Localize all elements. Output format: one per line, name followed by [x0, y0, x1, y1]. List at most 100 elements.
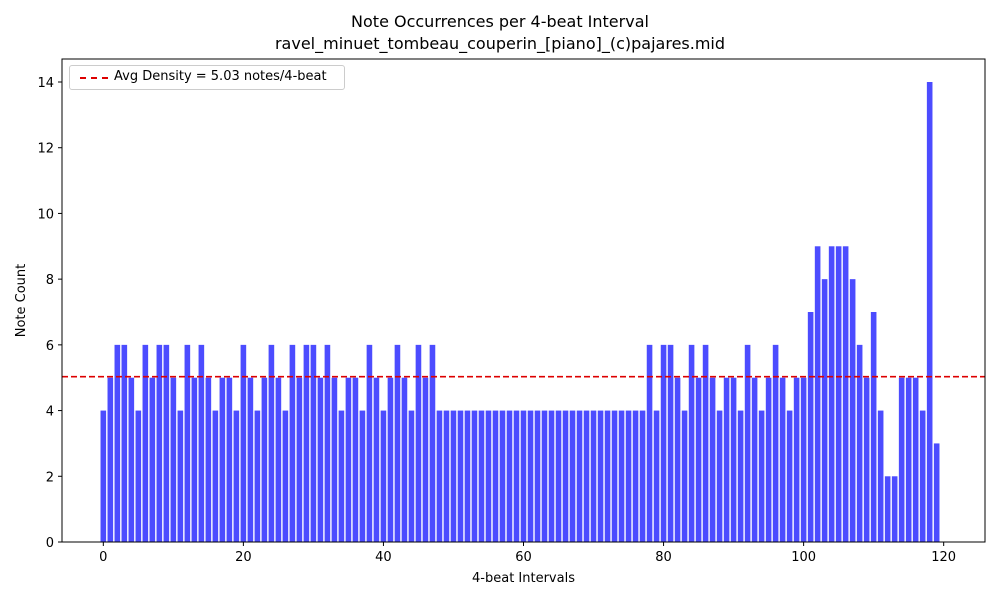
- bar-112: [884, 476, 891, 542]
- bar-45: [415, 344, 422, 542]
- bar-81: [667, 344, 674, 542]
- bar-84: [688, 344, 695, 542]
- bar-39: [373, 377, 380, 542]
- bar-52: [464, 410, 471, 542]
- bar-13: [191, 377, 198, 542]
- bar-14: [198, 344, 205, 542]
- bar-37: [359, 410, 366, 542]
- bar-50: [450, 410, 457, 542]
- bar-38: [366, 344, 373, 542]
- bar-70: [590, 410, 597, 542]
- bar-18: [226, 377, 233, 542]
- y-tick-label-4: 4: [46, 405, 54, 420]
- x-tick-label-100: 100: [791, 550, 816, 565]
- bar-5: [135, 410, 142, 542]
- x-tick-label-60: 60: [515, 550, 532, 565]
- bar-3: [121, 344, 128, 542]
- bar-9: [163, 344, 170, 542]
- bar-71: [597, 410, 604, 542]
- bar-72: [604, 410, 611, 542]
- bar-35: [345, 377, 352, 542]
- x-tick-label-20: 20: [235, 550, 252, 565]
- y-tick-label-14: 14: [37, 76, 54, 91]
- x-tick-label-120: 120: [931, 550, 956, 565]
- bar-98: [786, 410, 793, 542]
- bar-6: [142, 344, 149, 542]
- bar-56: [492, 410, 499, 542]
- bar-10: [170, 377, 177, 542]
- bar-101: [807, 312, 814, 542]
- bar-92: [744, 344, 751, 542]
- bar-28: [296, 377, 303, 542]
- legend-average-label: Avg Density = 5.03 notes/4-beat: [114, 69, 327, 84]
- bar-97: [779, 377, 786, 542]
- bar-102: [814, 246, 821, 543]
- bar-25: [275, 377, 282, 542]
- bar-82: [674, 377, 681, 542]
- bar-46: [422, 377, 429, 542]
- bar-115: [905, 377, 912, 542]
- bar-67: [569, 410, 576, 542]
- bar-51: [457, 410, 464, 542]
- bar-19: [233, 410, 240, 542]
- bar-78: [646, 344, 653, 542]
- bar-79: [653, 410, 660, 542]
- bar-83: [681, 410, 688, 542]
- bar-73: [611, 410, 618, 542]
- bar-110: [870, 312, 877, 542]
- bar-88: [716, 410, 723, 542]
- bar-32: [324, 344, 331, 542]
- bar-104: [828, 246, 835, 543]
- bar-30: [310, 344, 317, 542]
- y-tick-label-12: 12: [37, 142, 54, 157]
- y-tick-label-0: 0: [46, 536, 54, 551]
- bar-63: [541, 410, 548, 542]
- bar-54: [478, 410, 485, 542]
- bar-33: [331, 377, 338, 542]
- bar-24: [268, 344, 275, 542]
- x-tick-label-40: 40: [375, 550, 392, 565]
- bar-62: [534, 410, 541, 542]
- bar-34: [338, 410, 345, 542]
- bars-group: [100, 82, 940, 543]
- bar-58: [506, 410, 513, 542]
- y-tick-label-8: 8: [46, 273, 54, 288]
- bar-76: [632, 410, 639, 542]
- bar-44: [408, 410, 415, 542]
- bar-91: [737, 410, 744, 542]
- bar-17: [219, 377, 226, 542]
- bar-43: [401, 377, 408, 542]
- bar-111: [877, 410, 884, 542]
- bar-27: [289, 344, 296, 542]
- bar-8: [156, 344, 163, 542]
- bar-42: [394, 344, 401, 542]
- bar-77: [639, 410, 646, 542]
- bar-87: [709, 377, 716, 542]
- y-tick-label-6: 6: [46, 339, 54, 354]
- y-axis-label: Note Count: [14, 264, 29, 338]
- bar-95: [765, 377, 772, 542]
- bar-103: [821, 279, 828, 542]
- bar-16: [212, 410, 219, 542]
- bar-15: [205, 377, 212, 542]
- bar-49: [443, 410, 450, 542]
- bar-2: [114, 344, 121, 542]
- bar-41: [387, 377, 394, 542]
- x-tick-label-80: 80: [655, 550, 672, 565]
- bar-31: [317, 377, 324, 542]
- legend-average-swatch: [80, 77, 108, 79]
- bar-99: [793, 377, 800, 542]
- bar-40: [380, 410, 387, 542]
- bar-114: [898, 377, 905, 542]
- bar-47: [429, 344, 436, 542]
- bar-107: [849, 279, 856, 542]
- y-tick-label-10: 10: [37, 207, 54, 222]
- bar-64: [548, 410, 555, 542]
- chart-subtitle: ravel_minuet_tombeau_couperin_[piano]_(c…: [274, 34, 726, 53]
- bar-55: [485, 410, 492, 542]
- x-axis-ticks: 0 20 40 60 80 100 120: [99, 542, 956, 565]
- bar-106: [842, 246, 849, 543]
- bar-80: [660, 344, 667, 542]
- bar-53: [471, 410, 478, 542]
